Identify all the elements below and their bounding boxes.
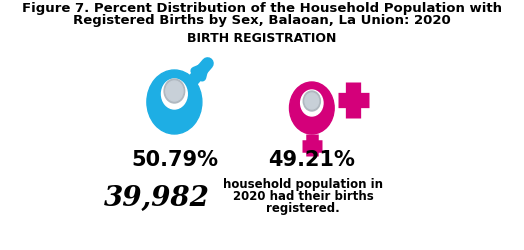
Circle shape xyxy=(301,90,323,116)
Text: registered.: registered. xyxy=(266,202,340,215)
Text: household population in: household population in xyxy=(223,178,383,191)
Text: 49.21%: 49.21% xyxy=(268,150,355,170)
Circle shape xyxy=(147,70,202,134)
Text: 39,982: 39,982 xyxy=(104,185,210,212)
Text: BIRTH REGISTRATION: BIRTH REGISTRATION xyxy=(187,32,337,45)
Text: Registered Births by Sex, Balaoan, La Union: 2020: Registered Births by Sex, Balaoan, La Un… xyxy=(73,14,451,27)
Circle shape xyxy=(303,91,320,111)
Circle shape xyxy=(161,79,187,109)
Text: 50.79%: 50.79% xyxy=(131,150,218,170)
Circle shape xyxy=(305,93,319,109)
Text: Figure 7. Percent Distribution of the Household Population with: Figure 7. Percent Distribution of the Ho… xyxy=(22,2,502,15)
Circle shape xyxy=(289,82,334,134)
Circle shape xyxy=(166,81,183,101)
Circle shape xyxy=(164,79,184,103)
Text: 2020 had their births: 2020 had their births xyxy=(233,190,374,203)
